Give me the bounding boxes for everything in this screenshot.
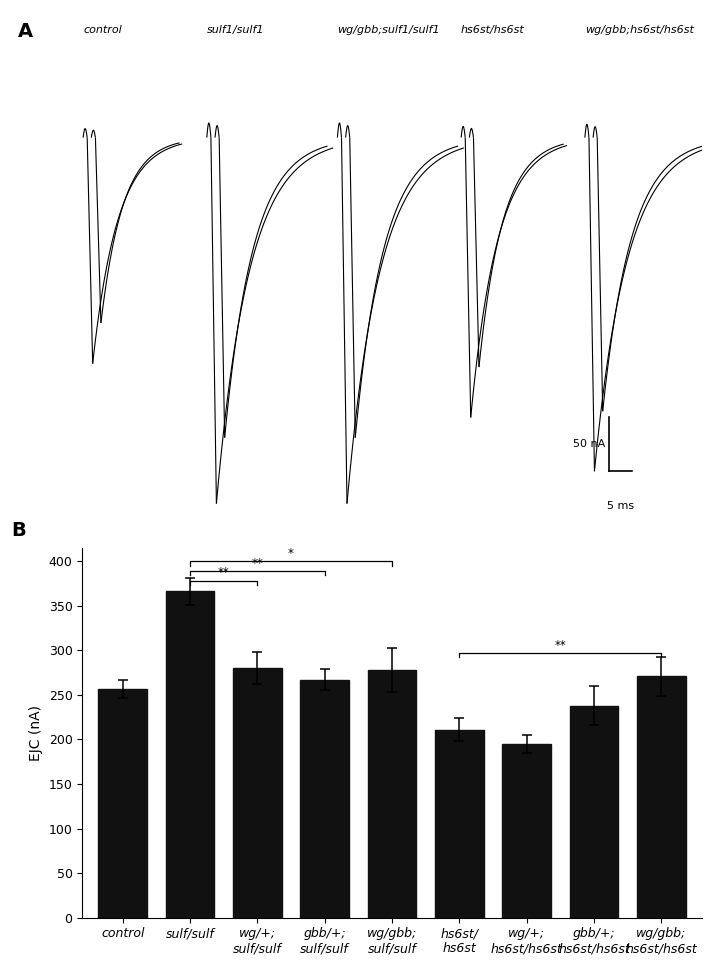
Text: B: B <box>11 522 26 540</box>
Bar <box>435 729 483 918</box>
Text: wg/gbb;hs6st/hs6st: wg/gbb;hs6st/hs6st <box>585 25 694 35</box>
Bar <box>166 591 214 918</box>
Y-axis label: EJC (nA): EJC (nA) <box>29 704 43 761</box>
Text: **: ** <box>218 566 230 579</box>
Bar <box>570 705 618 918</box>
Text: wg/gbb;sulf1/sulf1: wg/gbb;sulf1/sulf1 <box>337 25 440 35</box>
Bar <box>99 689 147 918</box>
Text: control: control <box>83 25 122 35</box>
Bar <box>503 744 551 918</box>
Text: 5 ms: 5 ms <box>606 501 634 511</box>
Bar <box>233 668 281 918</box>
Text: hs6st/hs6st: hs6st/hs6st <box>461 25 525 35</box>
Bar <box>637 677 685 918</box>
Bar <box>368 670 416 918</box>
Text: **: ** <box>554 639 566 652</box>
Bar <box>301 679 349 918</box>
Text: *: * <box>288 547 294 560</box>
Text: **: ** <box>251 556 263 570</box>
Text: A: A <box>18 22 33 41</box>
Text: 50 nA: 50 nA <box>574 439 606 450</box>
Text: sulf1/sulf1: sulf1/sulf1 <box>207 25 264 35</box>
